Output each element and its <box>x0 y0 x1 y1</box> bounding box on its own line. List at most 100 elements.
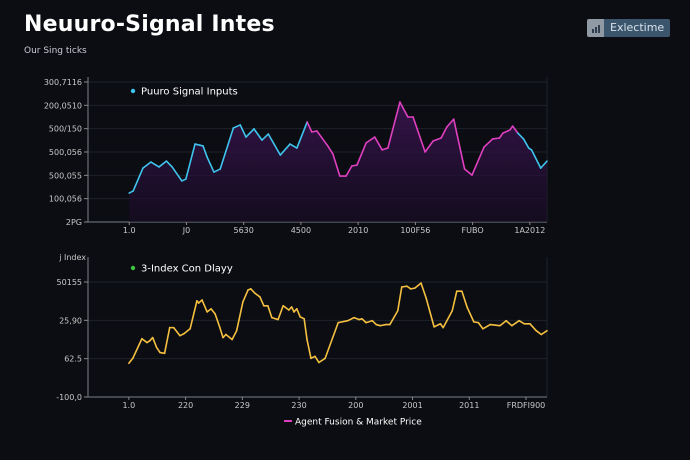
y-tick-label: 25,90 <box>59 316 82 325</box>
data-point <box>325 358 326 359</box>
series-segment <box>511 125 519 134</box>
series-segment <box>163 326 171 355</box>
data-point <box>232 339 233 340</box>
bottom-legend-label: Agent Fusion & Market Price <box>295 418 422 428</box>
data-point <box>356 164 357 165</box>
x-tick-label: 220 <box>178 401 193 410</box>
legend-marker <box>130 265 136 271</box>
data-point <box>132 358 133 359</box>
data-point <box>141 338 142 339</box>
x-tick-label: 2010 <box>348 226 368 235</box>
series-segment <box>499 319 507 327</box>
series-segment <box>242 289 249 303</box>
data-point <box>528 147 529 148</box>
series-segment <box>396 286 403 312</box>
data-point <box>283 305 284 306</box>
series-segment <box>491 137 501 140</box>
data-point <box>410 288 411 289</box>
series-segment <box>259 296 265 307</box>
data-point <box>207 311 208 312</box>
data-point <box>502 133 503 134</box>
data-point <box>347 320 348 321</box>
data-point <box>374 136 375 137</box>
series-segment <box>400 285 408 288</box>
series-segment <box>371 319 378 326</box>
series-segment <box>206 156 215 173</box>
series-segment <box>461 290 468 308</box>
data-point <box>254 293 255 294</box>
x-tick-label: 100F56 <box>400 226 430 235</box>
data-point <box>149 340 150 341</box>
series-segment <box>356 142 367 166</box>
data-point <box>259 296 260 297</box>
x-tick-label: J0 <box>182 226 190 235</box>
data-point <box>414 288 415 289</box>
data-point <box>288 309 289 310</box>
series-segment <box>158 160 168 168</box>
series-segment <box>316 130 329 147</box>
data-point <box>242 301 243 302</box>
y-tick-label: 200,0510 <box>44 101 82 110</box>
series-segment <box>482 323 492 330</box>
series-segment <box>218 326 224 339</box>
y-tick-label: 100,056 <box>49 195 82 204</box>
series-segment <box>261 133 270 141</box>
data-point <box>365 322 366 323</box>
series-segment <box>172 326 181 337</box>
data-point <box>194 143 195 144</box>
exlectime-button[interactable]: Exlectime <box>587 19 671 37</box>
data-point <box>128 363 129 364</box>
data-point <box>506 320 507 321</box>
data-point <box>240 124 241 125</box>
series-segment <box>442 309 454 329</box>
data-point <box>482 328 483 329</box>
x-tick-label: FUBO <box>462 226 484 235</box>
data-point <box>233 127 234 128</box>
y-tick-label: 2PG <box>66 218 82 227</box>
series-segment <box>347 316 355 322</box>
series-segment <box>201 299 208 313</box>
data-point <box>511 325 512 326</box>
y-tick-label: 50155 <box>57 278 82 287</box>
series-segment <box>250 288 256 294</box>
series-segment <box>279 143 291 156</box>
data-point <box>339 175 340 176</box>
x-tick-label: 4500 <box>291 226 311 235</box>
y-tick-label: 500,056 <box>49 148 82 157</box>
series-segment <box>505 319 513 327</box>
series-segment <box>142 161 152 169</box>
series-segment <box>522 138 530 149</box>
series-segment <box>232 124 242 129</box>
series-segment <box>310 130 318 133</box>
data-point <box>406 286 407 287</box>
series-segment <box>165 160 173 168</box>
data-point <box>219 326 220 327</box>
data-point <box>190 328 191 329</box>
page-title: Neuuro-Signal Intes <box>24 12 275 37</box>
series-segment <box>463 168 473 176</box>
series-segment <box>290 306 295 313</box>
data-point <box>389 324 390 325</box>
data-point <box>529 323 530 324</box>
series-segment <box>529 322 538 332</box>
data-point <box>142 168 143 169</box>
series-segment <box>324 321 340 360</box>
series-segment <box>213 168 222 173</box>
data-point <box>318 362 319 363</box>
data-point <box>499 137 500 138</box>
data-point <box>541 334 542 335</box>
data-point <box>546 161 547 162</box>
data-point <box>159 352 160 353</box>
data-point <box>201 299 202 300</box>
series-segment <box>477 321 484 330</box>
series-segment <box>202 145 208 158</box>
data-point <box>473 321 474 322</box>
data-point <box>263 305 264 306</box>
series-segment <box>540 329 548 336</box>
data-point <box>267 305 268 306</box>
data-point <box>353 317 354 318</box>
series-segment <box>189 299 198 330</box>
data-point <box>225 334 226 335</box>
data-point <box>306 339 307 340</box>
data-point <box>152 337 153 338</box>
